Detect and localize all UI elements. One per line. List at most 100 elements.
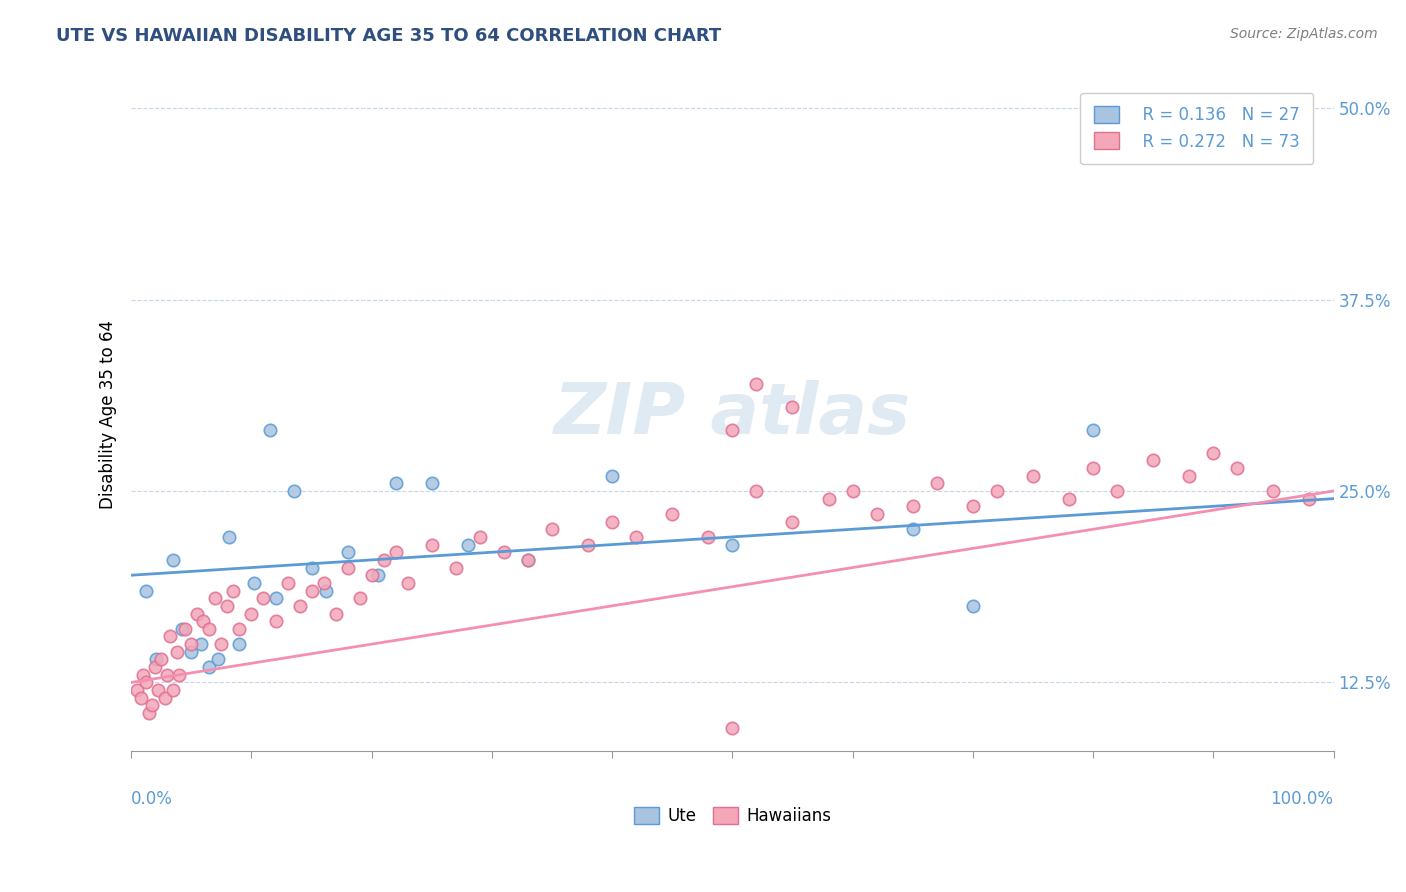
Point [1022, 468, 1045, 483]
Point [159, 630, 181, 644]
Point [866, 507, 889, 521]
Point [420, 476, 443, 491]
Point [745, 376, 768, 391]
Point [141, 698, 163, 713]
Point [138, 706, 160, 720]
Point [1298, 491, 1320, 506]
Point [243, 575, 266, 590]
Point [143, 660, 166, 674]
Point [193, 614, 215, 628]
Point [336, 545, 359, 559]
Point [150, 652, 173, 666]
Point [517, 553, 540, 567]
Point [384, 545, 406, 559]
Text: ZIP atlas: ZIP atlas [554, 380, 911, 449]
Y-axis label: Disability Age 35 to 64: Disability Age 35 to 64 [100, 320, 117, 509]
Point [170, 622, 193, 636]
Point [600, 515, 623, 529]
Point [817, 491, 839, 506]
Point [228, 622, 250, 636]
Point [624, 530, 647, 544]
Point [745, 483, 768, 498]
Point [1107, 483, 1129, 498]
Point [301, 560, 323, 574]
Point [420, 538, 443, 552]
Point [145, 652, 167, 666]
Point [457, 538, 479, 552]
Point [162, 553, 184, 567]
Point [661, 507, 683, 521]
Point [721, 423, 744, 437]
Point [1081, 423, 1104, 437]
Point [336, 560, 359, 574]
Point [228, 637, 250, 651]
Legend: Ute, Hawaiians: Ute, Hawaiians [627, 800, 838, 831]
Point [222, 583, 245, 598]
Point [721, 538, 744, 552]
Point [841, 483, 863, 498]
Point [1202, 445, 1225, 459]
Point [180, 637, 202, 651]
Point [1142, 453, 1164, 467]
Point [962, 500, 984, 514]
Point [782, 515, 804, 529]
Point [132, 667, 155, 681]
Point [240, 607, 263, 621]
Point [288, 599, 311, 613]
Point [576, 538, 599, 552]
Point [209, 637, 232, 651]
Point [1081, 461, 1104, 475]
Text: UTE VS HAWAIIAN DISABILITY AGE 35 TO 64 CORRELATION CHART: UTE VS HAWAIIAN DISABILITY AGE 35 TO 64 … [56, 27, 721, 45]
Point [468, 530, 491, 544]
Point [312, 575, 335, 590]
Point [384, 476, 406, 491]
Point [315, 583, 337, 598]
Point [198, 622, 221, 636]
Point [277, 575, 299, 590]
Point [127, 683, 149, 698]
Point [986, 483, 1008, 498]
Point [190, 637, 212, 651]
Point [373, 553, 395, 567]
Point [135, 583, 157, 598]
Point [218, 530, 240, 544]
Point [156, 667, 179, 681]
Point [492, 545, 515, 559]
Point [901, 500, 924, 514]
Point [174, 622, 197, 636]
Text: 100.0%: 100.0% [1271, 790, 1333, 808]
Point [600, 468, 623, 483]
Point [153, 690, 176, 705]
Point [186, 607, 208, 621]
Point [325, 607, 347, 621]
Point [204, 591, 226, 606]
Point [697, 530, 720, 544]
Point [252, 591, 274, 606]
Point [180, 645, 202, 659]
Point [396, 575, 419, 590]
Point [162, 683, 184, 698]
Point [166, 645, 188, 659]
Text: 0.0%: 0.0% [131, 790, 173, 808]
Point [367, 568, 389, 582]
Point [782, 400, 804, 414]
Point [360, 568, 382, 582]
Point [541, 522, 564, 536]
Point [129, 690, 152, 705]
Point [169, 667, 191, 681]
Point [198, 660, 221, 674]
Point [1263, 483, 1285, 498]
Point [264, 591, 287, 606]
Point [1178, 468, 1201, 483]
Point [207, 652, 229, 666]
Point [146, 683, 169, 698]
Point [264, 614, 287, 628]
Point [301, 583, 323, 598]
Point [901, 522, 924, 536]
Point [1057, 491, 1080, 506]
Text: Source: ZipAtlas.com: Source: ZipAtlas.com [1230, 27, 1378, 41]
Point [259, 423, 281, 437]
Point [925, 476, 948, 491]
Point [444, 560, 467, 574]
Point [349, 591, 371, 606]
